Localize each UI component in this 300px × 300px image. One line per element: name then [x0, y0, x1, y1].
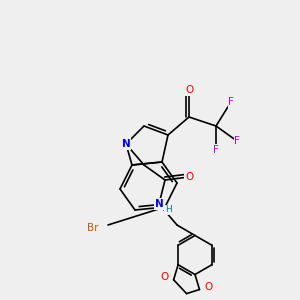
Text: H: H	[165, 206, 171, 214]
Text: N: N	[122, 139, 130, 149]
Text: F: F	[228, 97, 234, 107]
Text: F: F	[213, 145, 219, 155]
Text: O: O	[185, 85, 193, 95]
Text: Br: Br	[87, 223, 99, 233]
Text: O: O	[185, 172, 193, 182]
Text: O: O	[204, 281, 213, 292]
Text: N: N	[154, 199, 164, 209]
Text: O: O	[160, 272, 169, 282]
Text: F: F	[234, 136, 240, 146]
